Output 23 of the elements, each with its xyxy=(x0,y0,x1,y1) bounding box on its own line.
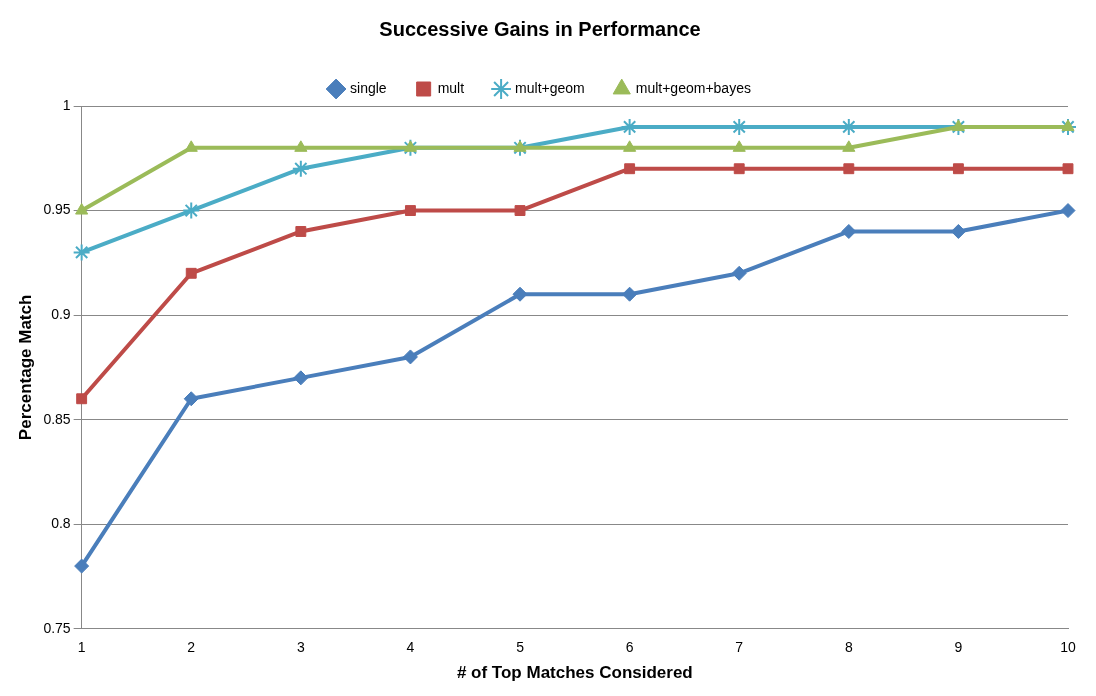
x-tick-label: 8 xyxy=(844,639,853,656)
x-tick-label: 9 xyxy=(954,639,963,656)
x-tick-label: 7 xyxy=(735,639,744,656)
x-tick-label: 2 xyxy=(187,639,196,656)
x-tick-label: 3 xyxy=(296,639,305,656)
y-tick-label: 0.8 xyxy=(51,515,71,532)
y-tick-label: 1 xyxy=(62,96,71,113)
legend-label: mult xyxy=(437,79,465,96)
x-tick-label: 4 xyxy=(406,639,415,656)
chart-title: Successive Gains in Performance xyxy=(379,17,701,40)
y-tick-label: 0.85 xyxy=(43,410,71,427)
x-axis-title: # of Top Matches Considered xyxy=(456,663,693,683)
legend-label: mult+geom+bayes xyxy=(635,79,751,96)
y-axis-title: Percentage Match xyxy=(15,294,35,441)
x-tick-label: 6 xyxy=(625,639,634,656)
x-tick-label: 5 xyxy=(516,639,525,656)
legend-label: single xyxy=(350,79,387,96)
y-tick-label: 0.9 xyxy=(51,305,71,322)
y-tick-label: 0.95 xyxy=(43,201,71,218)
legend-label: mult+geom xyxy=(515,79,585,96)
x-tick-label: 10 xyxy=(1060,639,1076,656)
x-tick-label: 1 xyxy=(77,639,86,656)
y-tick-label: 0.75 xyxy=(43,619,71,636)
